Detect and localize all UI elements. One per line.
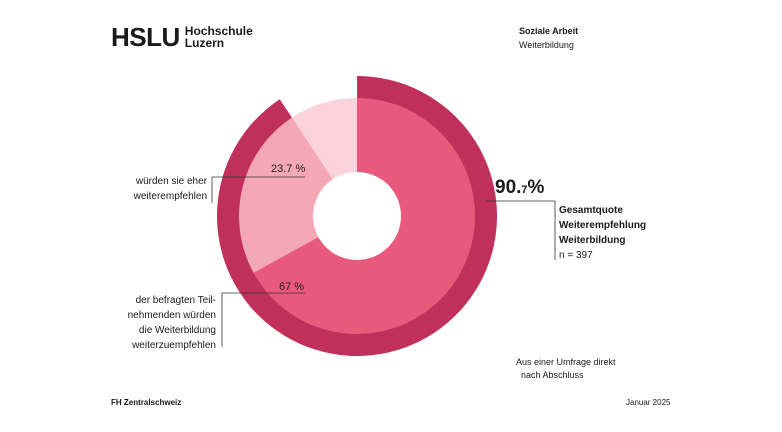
total-description: Gesamtquote Weiterempfehlung Weiterbildu… xyxy=(559,203,646,263)
survey-note-line-1: Aus einer Umfrage direkt xyxy=(516,357,616,367)
slice-label-main: 67 % xyxy=(279,281,304,293)
slice-eher-weiterempfehlen xyxy=(239,117,357,273)
survey-note: Aus einer Umfrage direkt nach Abschluss xyxy=(516,356,616,382)
label-main-line-4: weiterzuempfehlen xyxy=(132,340,216,351)
label-eher-line-2: weiterempfehlen xyxy=(133,191,207,202)
quote-line-3: Weiterbildung xyxy=(559,235,626,246)
department-subtitle: Weiterbildung xyxy=(519,40,574,50)
total-percent: 90.7% xyxy=(495,177,544,199)
label-main-line-3: die Weiterbildung xyxy=(138,325,216,336)
total-dec: 7 xyxy=(521,184,528,196)
donut-hole xyxy=(313,172,401,260)
total-int: 90. xyxy=(495,177,522,198)
label-eher: würden sie eher weiterempfehlen xyxy=(134,174,207,204)
footer-left: FH Zentralschweiz xyxy=(111,398,182,407)
survey-note-line-2: nach Abschluss xyxy=(521,370,584,380)
department-title: Soziale Arbeit xyxy=(519,26,579,36)
logo-line-2: Luzern xyxy=(184,36,225,50)
label-main: der befragten Teil- nehmenden würden die… xyxy=(128,293,216,353)
quote-line-2: Weiterempfehlung xyxy=(559,220,647,231)
hslu-logo: HSLU Hochschule Luzern xyxy=(111,24,253,50)
leader-total xyxy=(486,200,556,260)
logo-line-1: Hochschule xyxy=(184,24,253,38)
slice-label-eher: 23.7 % xyxy=(271,163,305,175)
logo-wordmark: HSLU xyxy=(111,22,180,52)
footer-date: Januar 2025 xyxy=(626,398,671,407)
logo-subtitle: Hochschule Luzern xyxy=(185,25,253,49)
quote-line-1: Gesamtquote xyxy=(559,205,623,216)
sample-size: n = 397 xyxy=(559,250,593,261)
label-eher-line-1: würden sie eher xyxy=(135,176,207,187)
total-pct-sign: % xyxy=(527,177,545,198)
label-main-line-2: nehmenden würden xyxy=(127,310,216,321)
label-main-line-1: der befragten Teil- xyxy=(135,295,216,306)
